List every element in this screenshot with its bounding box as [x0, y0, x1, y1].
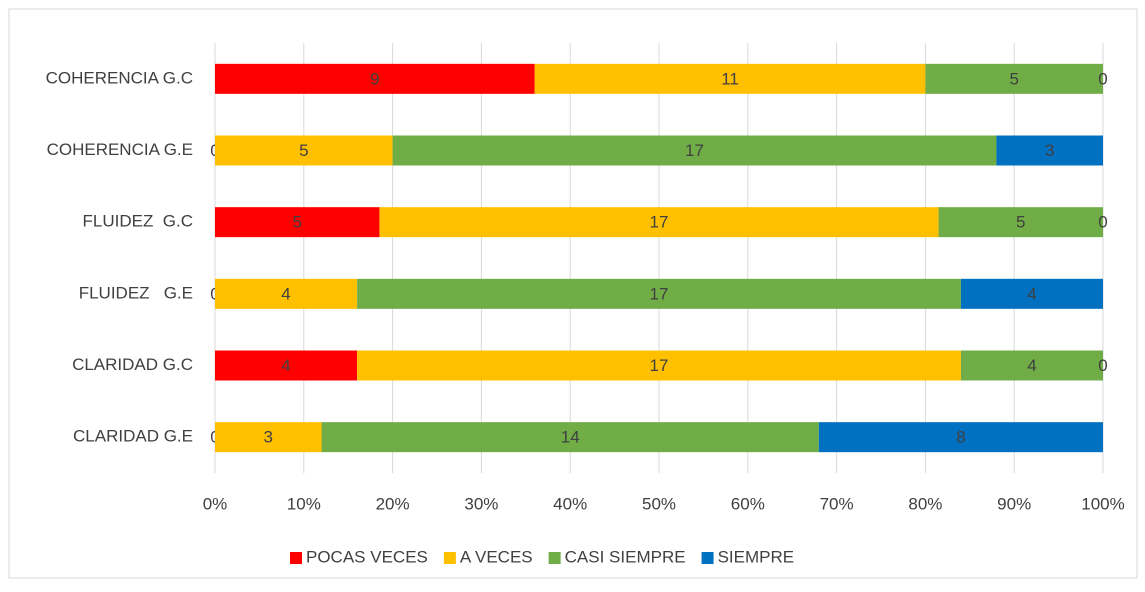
bar-segment [215, 350, 358, 381]
legend-label: CASI SIEMPRE [565, 547, 686, 566]
x-tick-label: 60% [731, 494, 765, 513]
data-label: 4 [281, 284, 290, 303]
x-tick-label: 70% [820, 494, 854, 513]
y-tick-label: COHERENCIA G.C [46, 68, 193, 87]
bar-segment [379, 207, 939, 238]
bar-segment [357, 350, 961, 381]
x-tick-label: 100% [1081, 494, 1124, 513]
data-label: 17 [685, 141, 704, 160]
bar-segment [534, 63, 926, 94]
bar-segment [818, 422, 1103, 453]
data-label: 0 [1098, 213, 1107, 232]
bar-segment [960, 278, 1103, 309]
data-label: 14 [561, 428, 580, 447]
legend-swatch [443, 552, 456, 564]
data-label: 5 [1009, 69, 1018, 88]
x-tick-label: 30% [464, 494, 498, 513]
bar-segment [938, 207, 1103, 238]
legend-swatch [548, 552, 561, 564]
legend-swatch [290, 552, 302, 564]
data-label: 8 [956, 428, 965, 447]
bar-segment [996, 135, 1103, 166]
data-label: 4 [1027, 356, 1036, 375]
data-label: 0 [1098, 356, 1107, 375]
data-label: 3 [1045, 141, 1054, 160]
bar-segment [357, 278, 961, 309]
y-tick-label: CLARIDAD G.C [72, 355, 193, 374]
y-tick-label: CLARIDAD G.E [73, 427, 193, 446]
x-tick-label: 90% [997, 494, 1031, 513]
data-label: 0 [1098, 69, 1107, 88]
data-label: 5 [299, 141, 308, 160]
data-label: 17 [650, 356, 669, 375]
bar-segment [215, 63, 535, 94]
data-label: 17 [650, 284, 669, 303]
data-label: 4 [1027, 284, 1036, 303]
y-tick-label: FLUIDEZ G.C [82, 212, 193, 231]
legend-label: A VECES [460, 547, 533, 566]
x-tick-label: 80% [908, 494, 942, 513]
bar-segment [321, 422, 819, 453]
data-label: 5 [1016, 213, 1025, 232]
y-tick-label: FLUIDEZ G.E [79, 283, 193, 302]
bar-segment [215, 278, 358, 309]
data-label: 5 [292, 213, 301, 232]
bar-segment [960, 350, 1103, 381]
bar-segment [392, 135, 997, 166]
data-label: 17 [650, 213, 669, 232]
x-tick-label: 20% [376, 494, 410, 513]
legend-swatch [701, 552, 714, 564]
data-label: 9 [370, 69, 379, 88]
data-label: 3 [264, 428, 273, 447]
y-tick-label: COHERENCIA G.E [47, 140, 193, 159]
x-tick-label: 10% [287, 494, 321, 513]
legend-label: SIEMPRE [718, 547, 795, 566]
bar-segment [925, 63, 1103, 94]
bar-segment [215, 422, 322, 453]
x-tick-label: 50% [642, 494, 676, 513]
data-label: 11 [721, 69, 739, 88]
x-tick-label: 0% [203, 494, 228, 513]
x-tick-label: 40% [553, 494, 587, 513]
legend-label: POCAS VECES [306, 547, 428, 566]
bar-segment [215, 207, 380, 238]
bar-segment [215, 135, 393, 166]
data-label: 4 [281, 356, 290, 375]
